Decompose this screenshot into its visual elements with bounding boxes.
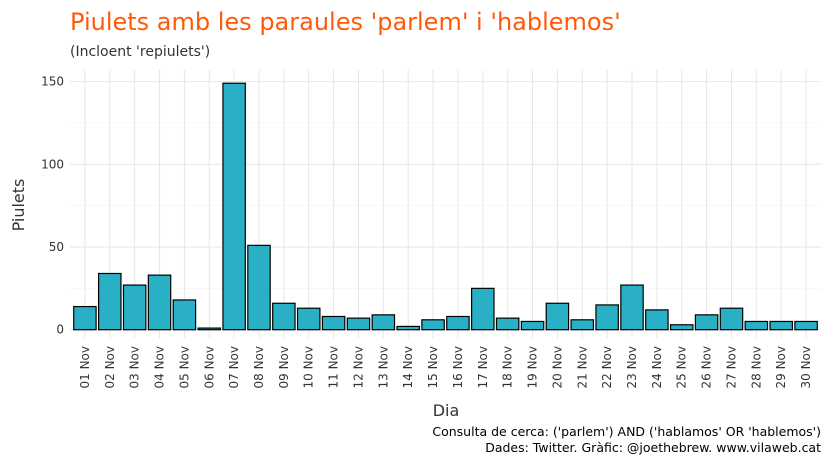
bar bbox=[421, 319, 445, 331]
bar bbox=[744, 320, 769, 331]
bar bbox=[222, 82, 246, 331]
x-tick-label: 20 Nov bbox=[550, 346, 564, 389]
bar bbox=[122, 284, 147, 331]
x-tick-label: 05 Nov bbox=[177, 346, 191, 389]
x-tick-label: 04 Nov bbox=[153, 346, 167, 389]
bar bbox=[321, 315, 346, 331]
bar bbox=[197, 327, 222, 331]
x-tick-label: 30 Nov bbox=[799, 346, 813, 389]
x-tick-label: 11 Nov bbox=[327, 346, 341, 389]
x-tick-label: 02 Nov bbox=[103, 346, 117, 389]
y-axis-title: Piulets bbox=[9, 179, 28, 232]
bar bbox=[172, 299, 197, 331]
bar bbox=[147, 274, 172, 331]
x-tick-label: 03 Nov bbox=[128, 346, 142, 389]
x-tick-label: 12 Nov bbox=[351, 346, 365, 389]
x-tick-label: 17 Nov bbox=[476, 346, 490, 389]
bar bbox=[272, 302, 296, 331]
caption-source: Dades: Twitter. Gràfic: @joethebrew. www… bbox=[485, 440, 821, 455]
bar bbox=[769, 320, 794, 331]
bar bbox=[645, 309, 669, 331]
x-tick-label: 06 Nov bbox=[202, 346, 216, 389]
bar bbox=[694, 314, 719, 331]
bar bbox=[719, 307, 744, 331]
x-tick-label: 22 Nov bbox=[600, 346, 614, 389]
x-tick-label: 08 Nov bbox=[252, 346, 266, 389]
bar bbox=[794, 320, 818, 331]
chart-subtitle: (Incloent 'repiulets') bbox=[70, 44, 210, 60]
x-tick-label: 18 Nov bbox=[501, 346, 515, 389]
bar bbox=[446, 315, 470, 331]
bar bbox=[247, 244, 271, 331]
x-tick-label: 10 Nov bbox=[302, 346, 316, 389]
bar bbox=[73, 305, 97, 331]
x-tick-label: 14 Nov bbox=[401, 346, 415, 389]
x-tick-label: 29 Nov bbox=[774, 346, 788, 389]
bar bbox=[620, 284, 644, 331]
x-tick-label: 01 Nov bbox=[78, 346, 92, 389]
x-tick-label: 19 Nov bbox=[526, 346, 540, 389]
bar bbox=[97, 272, 122, 331]
caption-query: Consulta de cerca: ('parlem') AND ('habl… bbox=[432, 424, 821, 439]
x-tick-label: 27 Nov bbox=[724, 346, 738, 389]
bar bbox=[371, 314, 396, 331]
x-tick-label: 15 Nov bbox=[426, 346, 440, 389]
bar bbox=[669, 324, 694, 331]
bar bbox=[296, 307, 321, 331]
y-tick-label: 0 bbox=[56, 323, 64, 337]
bar bbox=[520, 320, 545, 331]
bar bbox=[595, 304, 619, 331]
x-tick-label: 26 Nov bbox=[700, 346, 714, 389]
x-tick-label: 24 Nov bbox=[650, 346, 664, 389]
y-tick-label: 100 bbox=[41, 157, 64, 171]
bar bbox=[396, 325, 420, 331]
x-axis-title: Dia bbox=[433, 401, 460, 420]
x-tick-label: 09 Nov bbox=[277, 346, 291, 389]
y-tick-label: 50 bbox=[49, 240, 64, 254]
x-tick-label: 16 Nov bbox=[451, 346, 465, 389]
y-tick-label: 150 bbox=[41, 75, 64, 89]
x-tick-label: 23 Nov bbox=[625, 346, 639, 389]
bar bbox=[471, 287, 495, 331]
bar bbox=[495, 317, 520, 331]
plot-area: 0 50 100 150 01 Nov 02 Nov 03 Nov 04 Nov 05 Nov 0… bbox=[41, 70, 821, 389]
x-tick-label: 28 Nov bbox=[749, 346, 763, 389]
bar bbox=[545, 302, 570, 331]
chart-title: Piulets amb les paraules 'parlem' i 'hab… bbox=[70, 8, 621, 36]
bar bbox=[346, 317, 371, 331]
x-tick-label: 21 Nov bbox=[575, 346, 589, 389]
x-tick-label: 25 Nov bbox=[675, 346, 689, 389]
x-tick-label: 07 Nov bbox=[227, 346, 241, 389]
x-tick-label: 13 Nov bbox=[376, 346, 390, 389]
bar bbox=[570, 319, 595, 331]
